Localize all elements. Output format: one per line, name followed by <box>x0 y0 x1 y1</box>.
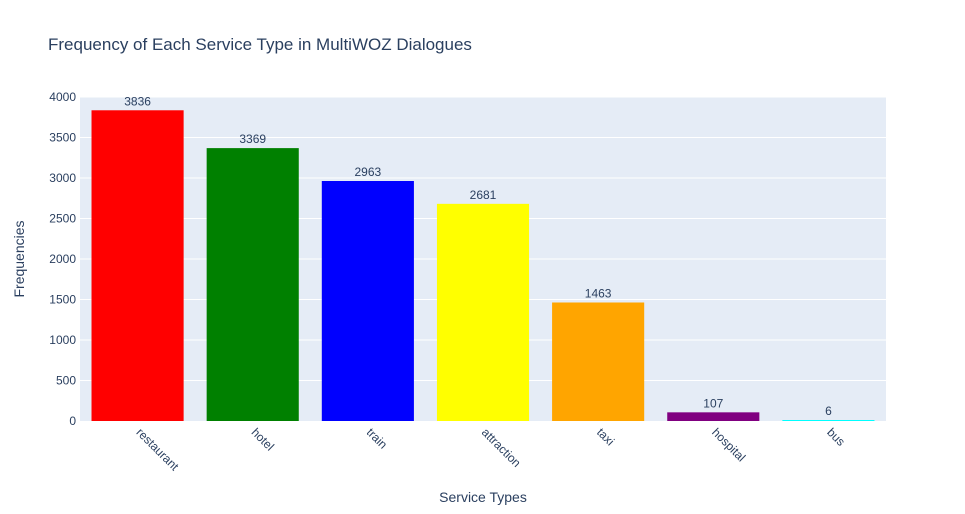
y-axis-label: Frequencies <box>11 220 27 297</box>
bar-value-label: 107 <box>703 396 723 410</box>
y-tick-label: 0 <box>69 414 76 428</box>
bar-value-label: 2963 <box>355 165 382 179</box>
chart-title: Frequency of Each Service Type in MultiW… <box>48 35 472 54</box>
x-axis-label: Service Types <box>439 489 527 505</box>
bar-value-label: 3836 <box>124 94 151 108</box>
bar-value-label: 3369 <box>239 132 266 146</box>
bar-value-labels: 3836 3369 2963 2681 1463 107 6 <box>124 94 832 418</box>
bar-restaurant <box>91 110 184 421</box>
bar-taxi <box>552 302 645 421</box>
bars <box>91 110 875 421</box>
bar-value-label: 6 <box>825 404 832 418</box>
y-axis-ticks: 0 500 1000 1500 2000 2500 3000 3500 4000 <box>49 90 76 428</box>
bar-value-label: 2681 <box>470 188 497 202</box>
y-tick-label: 1500 <box>49 293 76 307</box>
bar-hotel <box>206 148 299 421</box>
bar-attraction <box>436 203 530 421</box>
y-tick-label: 3500 <box>49 131 76 145</box>
x-tick-label: attraction <box>479 425 524 470</box>
x-tick-label: bus <box>824 425 848 449</box>
x-tick-label: taxi <box>594 425 617 448</box>
y-tick-label: 500 <box>56 374 76 388</box>
bar-bus <box>782 420 875 421</box>
y-tick-label: 2000 <box>49 252 76 266</box>
y-tick-label: 2500 <box>49 212 76 226</box>
bar-hospital <box>667 412 760 421</box>
x-tick-label: hotel <box>249 425 277 453</box>
x-axis-ticks: restaurant hotel train attraction taxi hospit… <box>133 425 847 474</box>
y-tick-label: 4000 <box>49 90 76 104</box>
bar-value-label: 1463 <box>585 286 612 300</box>
bar-train <box>321 180 414 421</box>
x-tick-label: hospital <box>709 425 748 464</box>
y-tick-label: 1000 <box>49 333 76 347</box>
x-tick-label: train <box>364 425 390 451</box>
y-tick-label: 3000 <box>49 171 76 185</box>
x-tick-label: restaurant <box>133 425 182 474</box>
